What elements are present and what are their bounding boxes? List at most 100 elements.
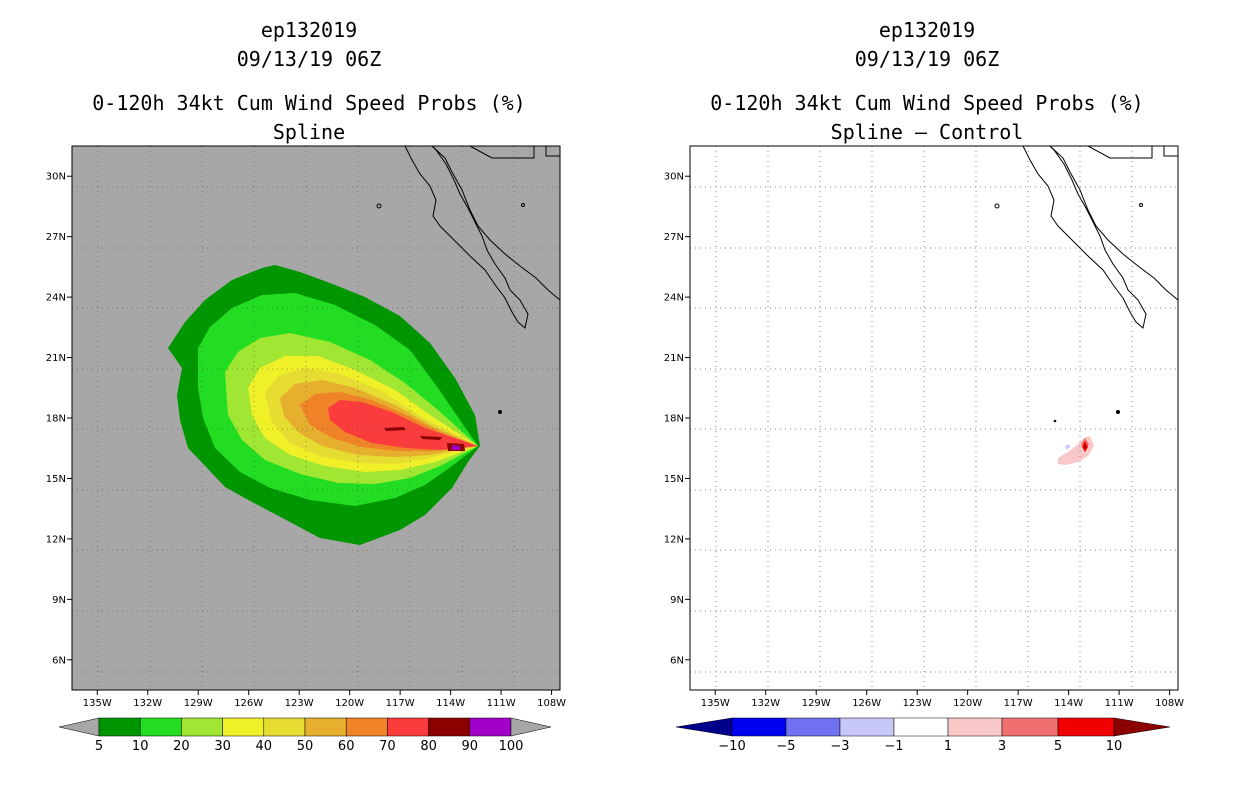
colorbar-label: 40	[256, 739, 273, 754]
x-tick-label: 135W	[701, 698, 730, 709]
difference-contours	[1058, 436, 1094, 465]
colorbar-segment	[222, 717, 265, 737]
colorbar-segment	[1001, 717, 1059, 737]
x-tick-label: 123W	[285, 698, 314, 709]
colorbar: 5 10 20 30 40 50 60 70 80 90 100	[58, 717, 552, 754]
axis-ticks: 135W 132W 129W 126W 123W 120W 117W 114W 111W 108W…	[664, 172, 1184, 709]
colorbar-segment	[304, 717, 347, 737]
colorbar-label: −1	[884, 739, 903, 754]
colorbar-label: 20	[173, 739, 190, 754]
colorbar-label: 5	[95, 739, 103, 754]
storm-id: ep132019	[878, 18, 976, 42]
colorbar-segment	[98, 717, 141, 737]
y-tick-label: 30N	[46, 172, 66, 183]
x-tick-label: 129W	[802, 698, 831, 709]
panel-titles: ep132019 09/13/19 06Z	[618, 16, 1236, 74]
x-tick-label: 129W	[184, 698, 213, 709]
y-tick-label: 27N	[664, 232, 684, 243]
map-spline: 135W 132W 129W 126W 123W 120W 117W 114W 111W 108W…	[46, 145, 566, 754]
y-tick-label: 12N	[46, 534, 66, 545]
panel-spline-minus-control: ep132019 09/13/19 06Z 0-120h 34kt Cum Wi…	[618, 0, 1236, 800]
y-tick-label: 15N	[46, 474, 66, 485]
contour-90	[452, 445, 460, 450]
x-tick-label: 114W	[436, 698, 465, 709]
x-tick-label: 126W	[234, 698, 263, 709]
x-tick-label: 117W	[1004, 698, 1033, 709]
colorbar-label: 100	[499, 739, 524, 754]
colorbar-label: 10	[1106, 739, 1123, 754]
colorbar-segment	[181, 717, 223, 737]
colorbar-segment	[1057, 717, 1115, 737]
y-tick-label: 27N	[46, 232, 66, 243]
y-tick-label: 9N	[52, 595, 66, 606]
x-tick-label: 135W	[83, 698, 112, 709]
axis-ticks: 135W 132W 129W 126W 123W 120W 117W 114W 111W 108W…	[46, 172, 566, 709]
y-tick-label: 18N	[664, 414, 684, 425]
colorbar-segment	[139, 717, 182, 737]
colorbar: −10 −5 −3 −1 1 3 5 10	[675, 717, 1171, 754]
colorbar-segment	[731, 717, 787, 737]
colorbar-label: 80	[420, 739, 437, 754]
y-tick-label: 18N	[46, 414, 66, 425]
colorbar-segment	[785, 717, 841, 737]
colorbar-label: 3	[998, 739, 1006, 754]
datetime: 09/13/19 06Z	[854, 47, 1000, 71]
x-tick-label: 120W	[335, 698, 364, 709]
grid-lines	[72, 146, 560, 690]
x-tick-label: 123W	[903, 698, 932, 709]
y-tick-label: 9N	[670, 595, 684, 606]
datetime: 09/13/19 06Z	[236, 47, 382, 71]
product-title: 0-120h 34kt Cum Wind Speed Probs (%)	[710, 91, 1144, 115]
y-tick-label: 24N	[664, 293, 684, 304]
colorbar-label: 30	[214, 739, 231, 754]
x-tick-label: 126W	[852, 698, 881, 709]
colorbar-over-arrow	[1113, 717, 1171, 737]
y-tick-label: 6N	[670, 655, 684, 666]
colorbar-under-arrow	[675, 717, 733, 737]
x-tick-label: 111W	[1105, 698, 1134, 709]
y-tick-label: 21N	[664, 353, 684, 364]
colorbar-segment	[947, 717, 1003, 737]
colorbar-segment	[839, 717, 895, 737]
colorbar-label: −10	[718, 739, 745, 754]
colorbar-label: 50	[297, 739, 314, 754]
panel-titles: ep132019 09/13/19 06Z	[0, 16, 618, 74]
colorbar-label: −3	[830, 739, 849, 754]
colorbar-segment	[428, 717, 471, 737]
colorbar-label: 60	[338, 739, 355, 754]
x-tick-label: 132W	[133, 698, 162, 709]
y-tick-label: 30N	[664, 172, 684, 183]
panel-subtitles: 0-120h 34kt Cum Wind Speed Probs (%) Spl…	[0, 89, 618, 147]
colorbar-label: 1	[944, 739, 952, 754]
grid-lines	[690, 146, 1178, 690]
colorbar-segment	[469, 717, 512, 737]
y-tick-label: 6N	[52, 655, 66, 666]
probability-contours	[168, 265, 480, 545]
coastline	[376, 146, 560, 414]
y-tick-label: 24N	[46, 293, 66, 304]
y-tick-label: 12N	[664, 534, 684, 545]
map-background	[690, 146, 1178, 690]
colorbar-label: 70	[379, 739, 396, 754]
x-tick-label: 114W	[1054, 698, 1083, 709]
panel-subtitles: 0-120h 34kt Cum Wind Speed Probs (%) Spl…	[618, 89, 1236, 147]
contour-positive-10	[1084, 444, 1086, 449]
colorbar-segment	[345, 717, 388, 737]
method-title: Spline	[272, 120, 346, 144]
contour-negative-1	[1065, 444, 1070, 449]
colorbar-over-arrow	[510, 717, 552, 737]
colorbar-segment	[387, 717, 429, 737]
x-tick-label: 108W	[537, 698, 566, 709]
method-title: Spline – Control	[830, 120, 1024, 144]
colorbar-segment	[263, 717, 306, 737]
map-difference: 135W 132W 129W 126W 123W 120W 117W 114W 111W 108W…	[664, 145, 1184, 754]
panel-spline: ep132019 09/13/19 06Z 0-120h 34kt Cum Wi…	[0, 16, 618, 754]
colorbar-segment	[893, 717, 949, 737]
contour-80	[384, 427, 465, 451]
x-tick-label: 117W	[386, 698, 415, 709]
y-tick-label: 15N	[664, 474, 684, 485]
x-tick-label: 111W	[487, 698, 516, 709]
colorbar-label: 90	[462, 739, 479, 754]
x-tick-label: 132W	[751, 698, 780, 709]
colorbar-label: 10	[132, 739, 149, 754]
